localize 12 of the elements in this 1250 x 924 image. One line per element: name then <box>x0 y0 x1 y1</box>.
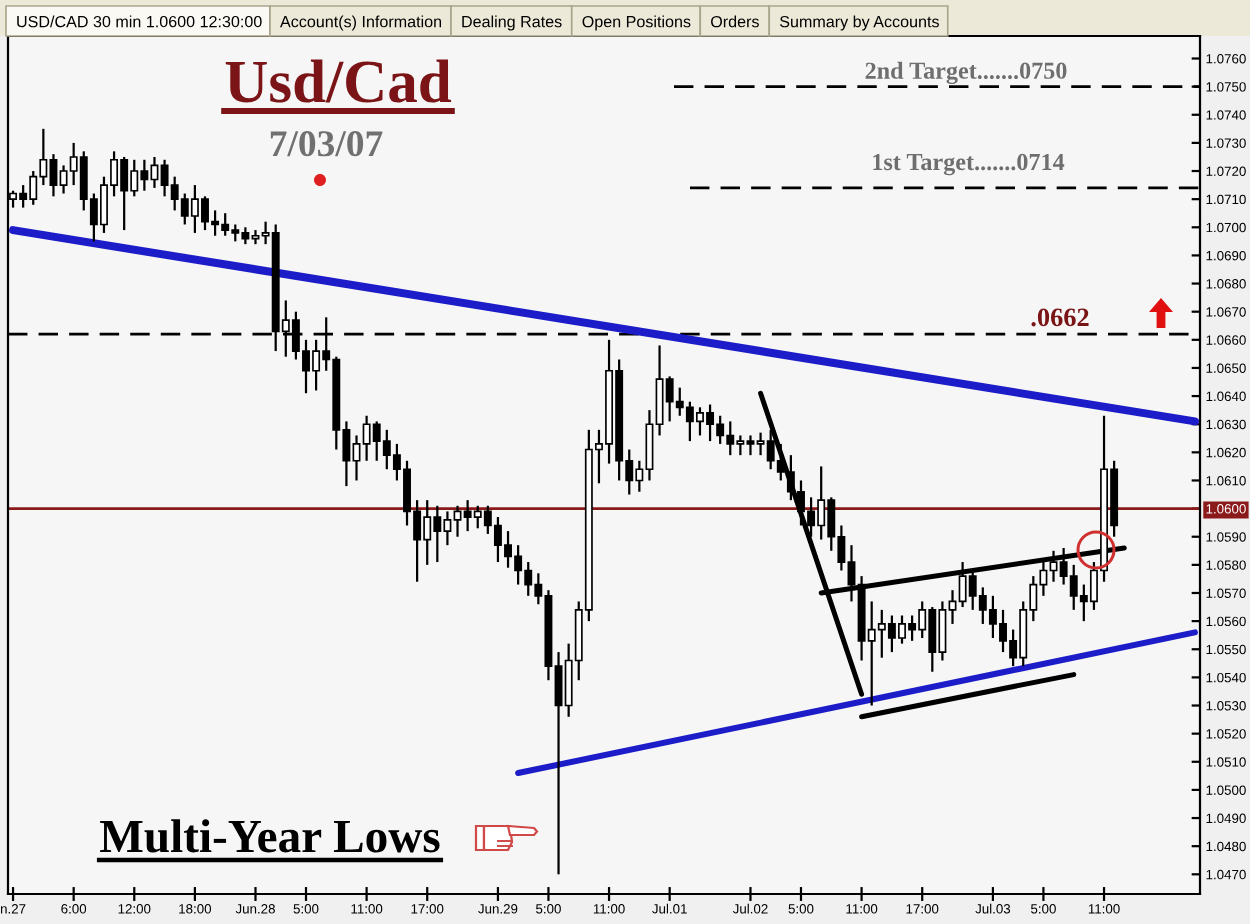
annotation: .0662 <box>1031 308 1089 327</box>
ref-line-label: 2nd Target.......0750 <box>865 61 1067 84</box>
text: Orders <box>711 15 759 28</box>
text: 7/03/07 <box>270 131 383 157</box>
chart-title: Usd/Cad <box>225 59 452 103</box>
text: Account(s) Information <box>280 15 442 31</box>
text: Open Positions <box>582 15 691 31</box>
text: Dealing Rates <box>462 15 562 31</box>
text: USD/CAD 30 min 1.0600 12:30:00 <box>17 15 262 28</box>
annotation: Multi-Year Lows <box>100 819 440 853</box>
text: Summary by Accounts <box>779 15 939 31</box>
ref-line-label: 1st Target.......0714 <box>873 153 1065 176</box>
